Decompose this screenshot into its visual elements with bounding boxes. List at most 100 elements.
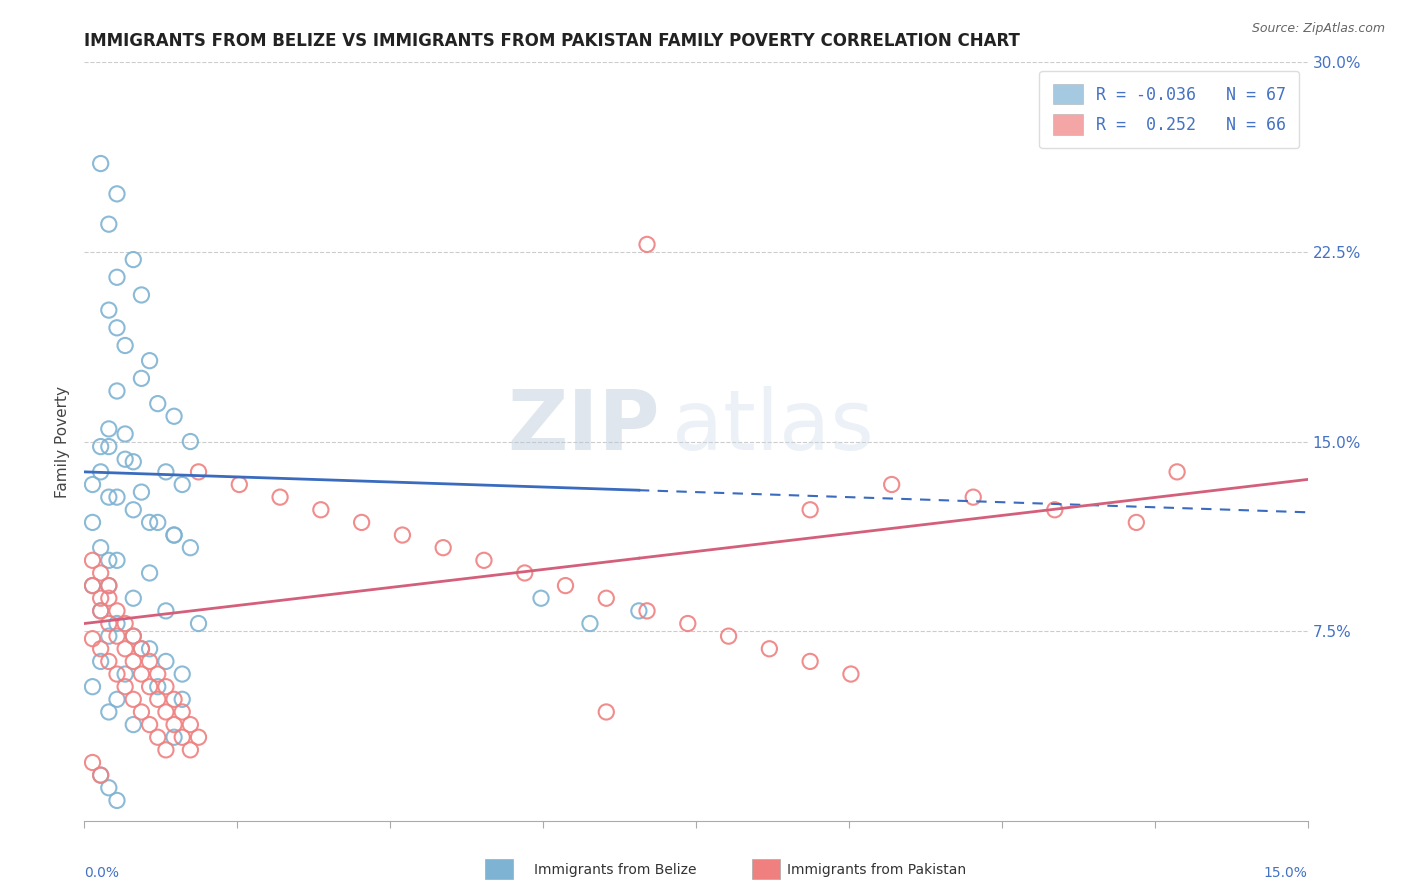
Point [90, 641, 112, 656]
Point [228, 477, 250, 491]
Point [172, 692, 194, 706]
Point [636, 237, 658, 252]
Point [179, 434, 201, 449]
Point [172, 477, 194, 491]
Point [146, 667, 169, 681]
Point [114, 616, 136, 631]
Text: 0.0%: 0.0% [84, 866, 120, 880]
Point [432, 541, 454, 555]
Point [163, 528, 186, 542]
Point [179, 541, 201, 555]
Point [82, 553, 104, 567]
Point [513, 566, 536, 580]
Point [627, 604, 650, 618]
Point [122, 692, 145, 706]
Text: ZIP: ZIP [506, 386, 659, 467]
Point [146, 680, 169, 694]
Point [595, 591, 617, 606]
Point [82, 579, 104, 593]
Point [472, 553, 495, 567]
Point [105, 629, 128, 643]
Point [163, 730, 186, 744]
Point [97, 705, 120, 719]
Point [155, 465, 177, 479]
Point [105, 186, 128, 201]
Point [131, 641, 153, 656]
Point [146, 730, 169, 744]
Point [579, 616, 602, 631]
Point [676, 616, 699, 631]
Point [131, 288, 153, 302]
Point [172, 705, 194, 719]
Point [187, 465, 209, 479]
Point [138, 566, 160, 580]
Point [114, 338, 136, 352]
Point [131, 371, 153, 385]
Point [122, 629, 145, 643]
Point [105, 270, 128, 285]
Point [82, 579, 104, 593]
Point [554, 579, 576, 593]
Point [155, 680, 177, 694]
Point [105, 793, 128, 807]
Point [114, 667, 136, 681]
Point [114, 680, 136, 694]
Point [309, 503, 332, 517]
Point [90, 768, 112, 782]
Point [799, 503, 821, 517]
Point [131, 705, 153, 719]
Point [187, 616, 209, 631]
Point [179, 717, 201, 731]
Point [90, 591, 112, 606]
Point [82, 477, 104, 491]
Point [155, 604, 177, 618]
Point [90, 768, 112, 782]
Point [163, 717, 186, 731]
Point [163, 692, 186, 706]
Point [131, 485, 153, 500]
Point [97, 579, 120, 593]
Point [97, 616, 120, 631]
Point [105, 616, 128, 631]
Point [97, 629, 120, 643]
Point [155, 743, 177, 757]
Point [90, 440, 112, 454]
Text: atlas: atlas [672, 386, 873, 467]
Point [269, 490, 291, 504]
Point [105, 692, 128, 706]
Point [97, 217, 120, 231]
Point [82, 516, 104, 530]
Point [97, 303, 120, 318]
Point [97, 490, 120, 504]
Point [172, 667, 194, 681]
Point [114, 641, 136, 656]
Point [122, 717, 145, 731]
Point [105, 553, 128, 567]
Point [146, 396, 169, 410]
Point [839, 667, 862, 681]
Point [105, 667, 128, 681]
Point [187, 730, 209, 744]
Point [105, 604, 128, 618]
Point [138, 641, 160, 656]
Point [163, 409, 186, 424]
Point [82, 632, 104, 646]
Point [146, 516, 169, 530]
Point [880, 477, 903, 491]
Point [179, 743, 201, 757]
Point [595, 705, 617, 719]
Point [122, 591, 145, 606]
Point [97, 579, 120, 593]
Point [138, 353, 160, 368]
Point [138, 655, 160, 669]
Point [172, 730, 194, 744]
Point [97, 780, 120, 795]
Point [105, 384, 128, 398]
Point [90, 156, 112, 170]
Point [146, 692, 169, 706]
Point [1166, 465, 1188, 479]
Point [97, 591, 120, 606]
Point [163, 528, 186, 542]
Legend: R = -0.036   N = 67, R =  0.252   N = 66: R = -0.036 N = 67, R = 0.252 N = 66 [1039, 70, 1299, 148]
Point [97, 553, 120, 567]
